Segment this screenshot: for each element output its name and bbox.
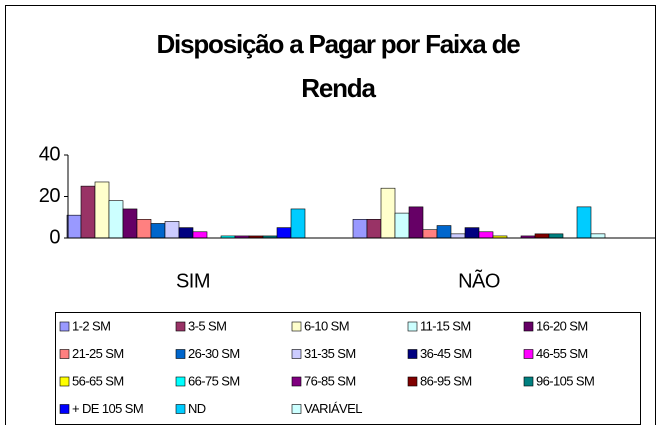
legend-label: 26-30 SM	[188, 346, 240, 361]
legend-swatch	[407, 321, 418, 332]
legend-label: 21-25 SM	[72, 346, 124, 361]
legend-swatch	[59, 376, 70, 387]
legend-label: 6-10 SM	[304, 318, 349, 333]
legend-label: VARIÁVEL	[304, 401, 362, 416]
legend-swatch	[523, 321, 534, 332]
legend-label: 31-35 SM	[304, 346, 356, 361]
legend-label: ND	[188, 401, 206, 416]
chart-title: Disposição a Pagar por Faixa de	[156, 29, 520, 59]
bar	[590, 233, 606, 239]
legend-swatch	[291, 404, 302, 414]
y-tick-label: 0	[49, 226, 60, 248]
legend-label: 76-85 SM	[304, 373, 356, 388]
legend-swatch	[407, 349, 418, 359]
bar	[150, 223, 166, 239]
legend-swatch	[175, 404, 186, 414]
bar	[192, 231, 208, 239]
legend-swatch	[291, 349, 302, 359]
legend-swatch	[291, 321, 302, 332]
legend-label: 11-15 SM	[420, 318, 471, 333]
bar	[94, 181, 110, 239]
legend	[55, 312, 641, 425]
y-tick-label: 40	[39, 143, 61, 165]
legend-label: 96-105 SM	[536, 373, 594, 388]
legend-label: 66-75 SM	[188, 373, 240, 388]
chart-title: Renda	[301, 73, 376, 103]
bar	[450, 233, 466, 239]
bar	[290, 208, 306, 239]
bar	[80, 185, 96, 239]
legend-label: 86-95 SM	[420, 373, 472, 388]
bar	[122, 208, 138, 239]
legend-swatch	[523, 376, 534, 387]
legend-swatch	[175, 321, 186, 332]
bar	[576, 206, 592, 239]
legend-swatch	[407, 376, 418, 387]
legend-swatch	[291, 376, 302, 387]
legend-label: 16-20 SM	[536, 318, 588, 333]
bar	[394, 212, 410, 239]
legend-label: 56-65 SM	[72, 373, 124, 388]
legend-swatch	[59, 404, 70, 414]
legend-label: 36-45 SM	[420, 346, 472, 361]
bar	[534, 233, 550, 239]
x-tick-label: NÃO	[458, 268, 500, 292]
y-tick-label: 20	[39, 185, 61, 207]
bar	[276, 227, 292, 239]
bar	[478, 231, 494, 239]
bar	[366, 219, 382, 239]
bar	[408, 206, 424, 239]
legend-swatch	[523, 349, 534, 359]
bar	[380, 187, 396, 239]
bar	[178, 227, 194, 239]
bar	[108, 200, 124, 239]
legend-label: 1-2 SM	[72, 318, 110, 333]
bar	[436, 225, 452, 239]
legend-swatch	[175, 349, 186, 359]
legend-swatch	[59, 349, 70, 359]
bar	[464, 227, 480, 239]
legend-swatch	[59, 321, 70, 332]
bar	[164, 221, 180, 239]
bar	[352, 219, 368, 239]
bar	[422, 229, 438, 239]
x-tick-label: SIM	[176, 270, 210, 292]
bar	[136, 219, 152, 239]
legend-swatch	[175, 376, 186, 387]
bar	[66, 214, 82, 239]
bar	[548, 233, 564, 239]
legend-label: 3-5 SM	[188, 318, 226, 333]
legend-label: 46-55 SM	[536, 346, 588, 361]
legend-label: + DE 105 SM	[72, 401, 143, 416]
